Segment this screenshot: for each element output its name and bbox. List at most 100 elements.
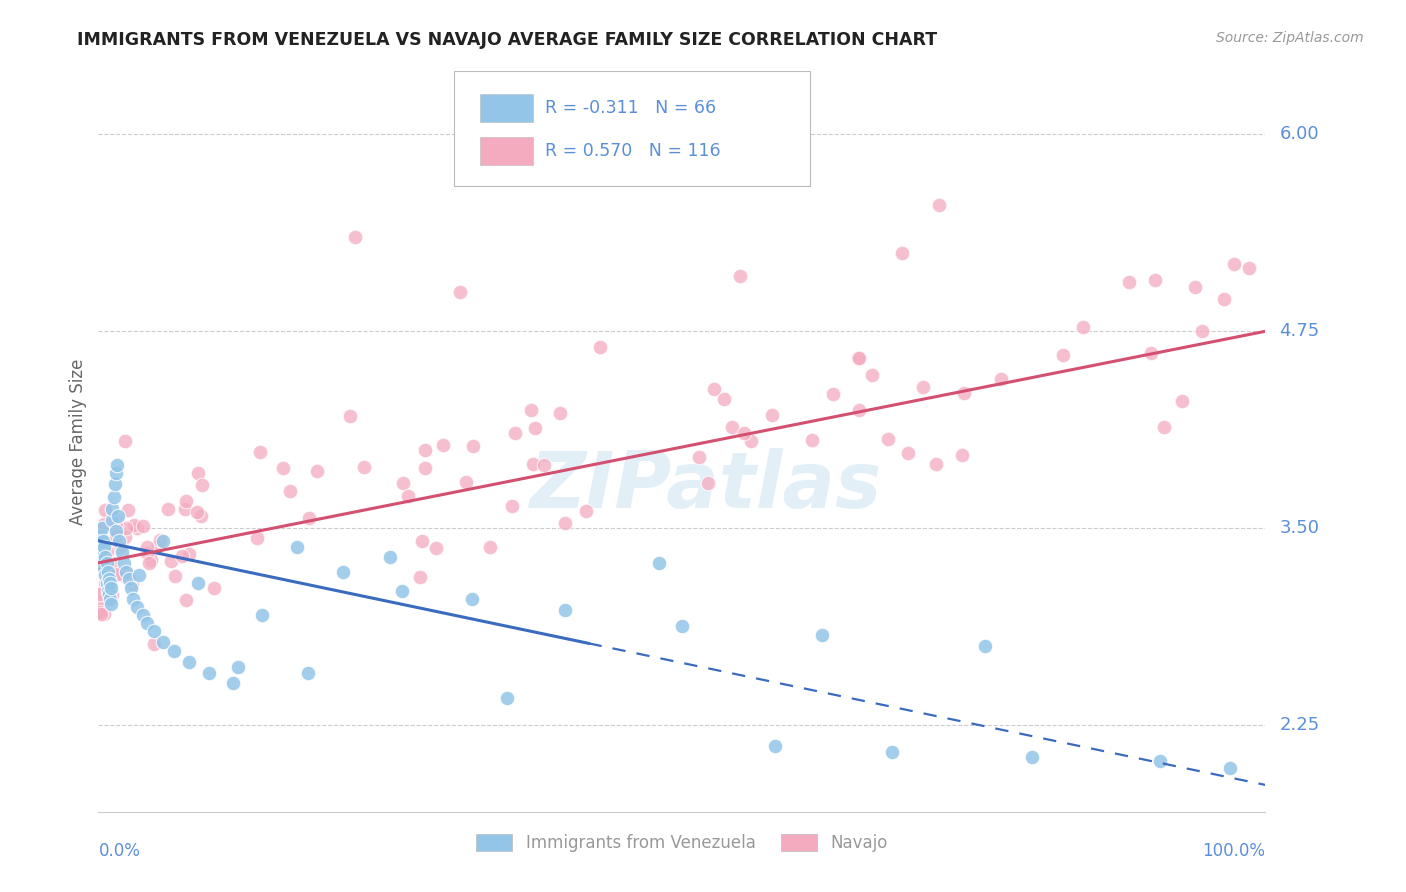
Point: [548, 406, 571, 420]
Point: [174, 494, 197, 508]
Point: [800, 433, 823, 447]
Point: [91, 533, 114, 548]
Point: [928, 198, 950, 212]
Point: [114, 530, 136, 544]
Point: [953, 386, 976, 401]
Point: [89, 605, 111, 619]
Point: [146, 540, 169, 554]
Point: [174, 502, 197, 516]
Point: [278, 483, 301, 498]
Point: [138, 557, 160, 571]
Point: [761, 408, 783, 422]
Point: [89, 595, 111, 609]
Point: [1184, 280, 1206, 294]
Point: [93, 607, 115, 621]
Point: [763, 739, 786, 753]
Point: [533, 458, 555, 472]
Point: [990, 371, 1012, 385]
Point: [125, 599, 148, 614]
Text: R = 0.570   N = 116: R = 0.570 N = 116: [546, 142, 721, 160]
Point: [574, 504, 596, 518]
Point: [143, 637, 166, 651]
Point: [1071, 319, 1094, 334]
Point: [250, 607, 273, 622]
Point: [249, 444, 271, 458]
Point: [392, 476, 415, 491]
Point: [697, 476, 720, 491]
Point: [98, 592, 121, 607]
Point: [91, 544, 114, 558]
FancyBboxPatch shape: [454, 71, 810, 186]
Text: R = -0.311   N = 66: R = -0.311 N = 66: [546, 99, 717, 117]
Point: [91, 552, 114, 566]
Point: [846, 351, 869, 366]
Point: [1212, 292, 1234, 306]
Point: [90, 545, 112, 559]
Point: [413, 461, 436, 475]
Point: [821, 386, 844, 401]
Point: [114, 564, 136, 578]
Point: [89, 537, 111, 551]
Point: [454, 475, 477, 489]
Point: [344, 229, 367, 244]
Point: [89, 524, 111, 539]
Point: [93, 560, 115, 574]
Point: [104, 524, 127, 539]
Text: 100.0%: 100.0%: [1202, 842, 1265, 860]
Point: [104, 477, 127, 491]
Point: [461, 592, 484, 607]
Point: [136, 540, 159, 554]
Point: [104, 526, 127, 541]
Point: [111, 545, 134, 559]
Point: [105, 518, 128, 533]
Point: [108, 566, 131, 580]
Point: [135, 546, 157, 560]
Point: [98, 572, 121, 586]
Point: [128, 568, 150, 582]
Point: [187, 576, 209, 591]
Point: [461, 439, 484, 453]
Point: [1021, 749, 1043, 764]
Point: [118, 572, 141, 586]
Point: [179, 655, 201, 669]
Point: [848, 402, 870, 417]
Point: [108, 533, 131, 548]
Point: [479, 541, 502, 555]
Point: [409, 569, 432, 583]
Point: [101, 588, 124, 602]
Point: [202, 581, 225, 595]
Point: [122, 592, 145, 607]
Point: [103, 490, 125, 504]
Point: [97, 572, 120, 586]
Text: ZIPatlas: ZIPatlas: [529, 448, 882, 524]
Point: [1219, 761, 1241, 775]
Point: [96, 576, 118, 591]
Text: IMMIGRANTS FROM VENEZUELA VS NAVAJO AVERAGE FAMILY SIZE CORRELATION CHART: IMMIGRANTS FROM VENEZUELA VS NAVAJO AVER…: [77, 31, 938, 49]
Point: [589, 340, 612, 354]
Point: [96, 545, 118, 559]
Point: [94, 502, 117, 516]
Point: [432, 437, 454, 451]
Point: [1239, 260, 1261, 275]
Point: [97, 585, 120, 599]
Point: [108, 540, 131, 554]
Point: [703, 382, 725, 396]
Point: [880, 745, 903, 759]
Point: [413, 442, 436, 457]
Point: [1153, 420, 1175, 434]
Point: [332, 566, 354, 580]
Point: [1052, 348, 1074, 362]
Point: [553, 516, 575, 531]
Point: [228, 660, 250, 674]
Point: [721, 420, 744, 434]
Point: [713, 392, 735, 407]
Point: [114, 434, 136, 448]
Point: [112, 556, 135, 570]
Point: [117, 502, 139, 516]
Point: [136, 615, 159, 630]
Point: [554, 603, 576, 617]
Point: [297, 666, 319, 681]
Point: [98, 560, 121, 574]
Point: [97, 566, 120, 580]
Point: [733, 426, 755, 441]
